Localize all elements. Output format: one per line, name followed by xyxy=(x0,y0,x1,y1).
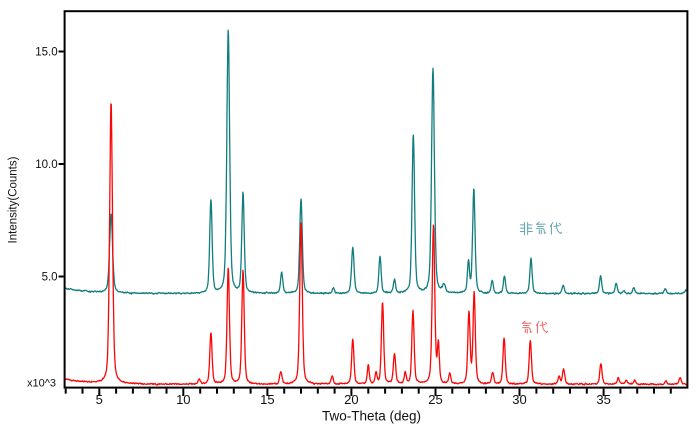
svg-text:10: 10 xyxy=(176,392,190,407)
svg-text:15.0: 15.0 xyxy=(35,46,57,58)
svg-text:30: 30 xyxy=(512,392,526,407)
svg-text:25: 25 xyxy=(428,392,442,407)
svg-text:x10^3: x10^3 xyxy=(27,378,56,390)
svg-text:5.0: 5.0 xyxy=(42,271,58,283)
svg-text:5: 5 xyxy=(96,392,103,407)
svg-text:Two-Theta (deg): Two-Theta (deg) xyxy=(322,408,421,423)
svg-text:Intensity(Counts): Intensity(Counts) xyxy=(8,156,20,243)
svg-text:10.0: 10.0 xyxy=(35,159,57,171)
svg-text:15: 15 xyxy=(260,392,274,407)
svg-text:35: 35 xyxy=(596,392,610,407)
svg-text:20: 20 xyxy=(344,392,358,407)
